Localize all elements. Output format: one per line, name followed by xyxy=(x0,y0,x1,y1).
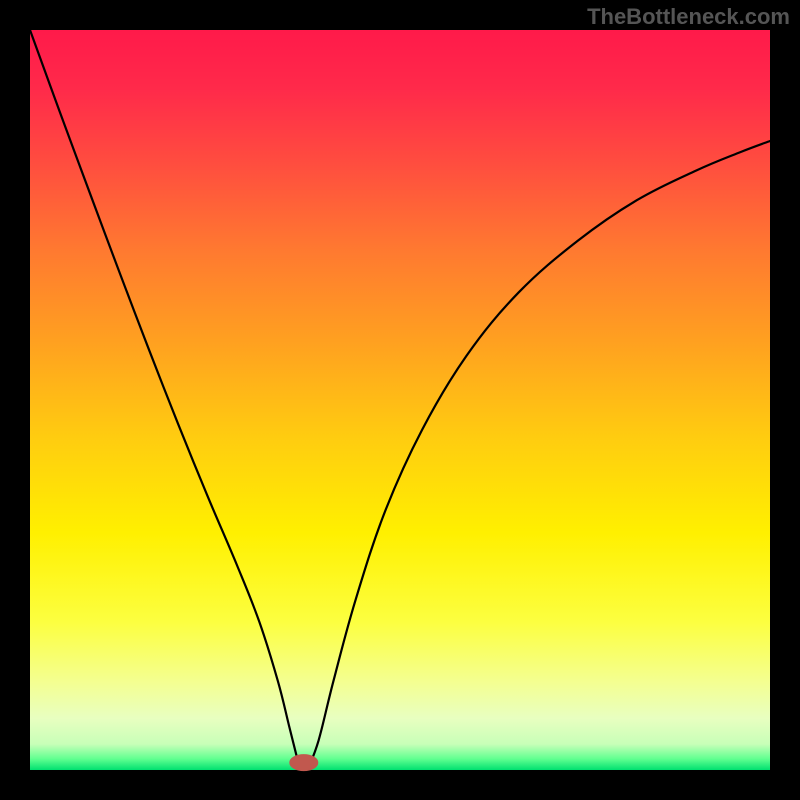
chart-container: TheBottleneck.com xyxy=(0,0,800,800)
watermark-text: TheBottleneck.com xyxy=(587,4,790,30)
curve-right-branch xyxy=(308,141,771,770)
curve-left-branch xyxy=(30,30,300,770)
bottleneck-marker xyxy=(290,755,318,771)
curve-overlay xyxy=(0,0,800,800)
